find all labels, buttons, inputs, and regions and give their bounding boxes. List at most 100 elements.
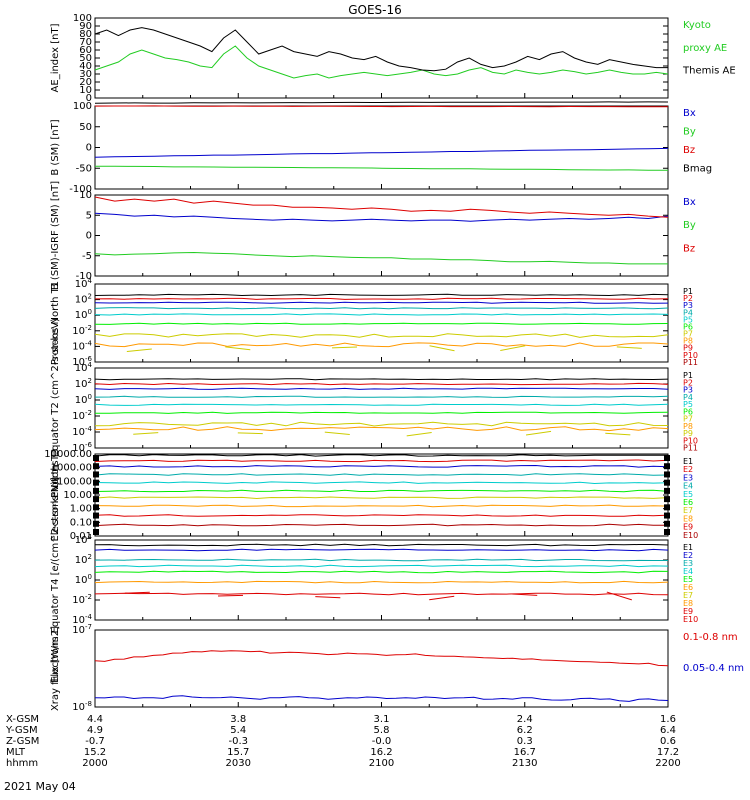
- y-tick-label: 102: [75, 553, 92, 566]
- edge-marker: [664, 479, 670, 486]
- series-segment: [406, 431, 432, 437]
- series-line: [94, 564, 669, 568]
- y-tick-label: 10-4: [72, 425, 92, 438]
- ephemeris-table: X-GSM 4.4 3.8 3.1 2.4 1.6 Y-GSM 4.9 5.4 5.8 6.2 6.4…: [5, 714, 681, 769]
- y-tick-label: 104: [75, 277, 93, 290]
- legend-label: Bx: [683, 197, 696, 208]
- series-line: [94, 378, 669, 381]
- legend-label: Bz: [683, 243, 695, 254]
- legend-label: E7: [683, 591, 693, 600]
- edge-marker: [664, 496, 670, 503]
- series-segment: [606, 591, 632, 601]
- series-line: [94, 514, 669, 517]
- legend-label: Bz: [683, 145, 695, 156]
- series-line: [94, 695, 669, 702]
- legend-label: E10: [683, 615, 698, 624]
- edge-marker: [93, 512, 99, 519]
- panel-7: Electrons Equator T4 [e/(cm^2-s-sr-keV)]…: [50, 477, 698, 683]
- y-axis-label: AE_index [nT]: [50, 23, 61, 92]
- ephemeris-value: 1.6: [660, 714, 676, 725]
- series-line: [94, 45, 669, 79]
- legend-label: P9: [683, 429, 693, 438]
- edge-marker: [93, 529, 99, 535]
- series-line: [94, 251, 668, 265]
- series-segment: [218, 594, 244, 597]
- series-line: [94, 382, 669, 386]
- y-tick-label: 100: [73, 101, 92, 112]
- y-tick-label: 10-6: [72, 355, 92, 368]
- series-segment: [315, 596, 341, 599]
- y-tick-label: 20: [79, 77, 92, 88]
- series-line: [94, 473, 669, 476]
- edge-marker: [664, 520, 670, 527]
- series-line: [95, 411, 669, 414]
- series-group: [94, 196, 669, 265]
- y-tick-label: 0: [86, 231, 92, 242]
- series-segment: [500, 345, 526, 351]
- legend-label: Bmag: [683, 163, 712, 174]
- y-axis-label: Electrons Equator T4 [e/(cm^2-s-sr-keV)]: [50, 477, 61, 683]
- ephemeris-value: 6.2: [517, 725, 533, 736]
- y-tick-label: 50: [79, 122, 92, 133]
- legend-label: E3: [683, 473, 693, 482]
- y-tick-label: 0.10: [70, 517, 92, 528]
- legend-label: P8: [683, 337, 693, 346]
- series-line: [94, 307, 669, 310]
- y-tick-label: 0: [86, 143, 92, 154]
- y-tick-label: 10-2: [72, 409, 92, 422]
- y-axis-label: Electrons North T3: [50, 448, 61, 541]
- ephemeris-value: 2.4: [517, 714, 533, 725]
- series-line: [94, 489, 669, 493]
- edge-marker: [93, 479, 99, 486]
- series-line: [94, 570, 669, 574]
- series-line: [94, 650, 669, 667]
- series-segment: [429, 345, 455, 352]
- y-tick-label: 10-6: [72, 441, 92, 454]
- series-group: [94, 293, 669, 353]
- legend-label: 0.1-0.8 nm: [683, 632, 738, 643]
- ephemeris-value: 3.1: [374, 714, 390, 725]
- series-line: [94, 464, 669, 468]
- y-axis-label: Protons North T1: [50, 281, 61, 365]
- edge-marker: [93, 504, 99, 511]
- legend-label: E6: [683, 583, 693, 592]
- y-tick-label: 100: [75, 573, 92, 586]
- legend-label: P7: [683, 415, 693, 424]
- legend-label: P1: [683, 287, 693, 296]
- y-tick-label: 1.00: [70, 504, 92, 515]
- series-line: [94, 101, 669, 104]
- series-segment: [133, 432, 159, 435]
- legend: Kyoto proxy AE Themis AE: [682, 20, 736, 77]
- ephemeris-value: 5.8: [374, 725, 390, 736]
- series-line: [94, 523, 668, 527]
- y-tick-label: 104: [75, 533, 93, 546]
- y-tick-label: 0: [86, 93, 92, 104]
- legend-label: E8: [683, 514, 693, 523]
- y-tick-label: 90: [79, 21, 92, 32]
- legend-label: E1: [683, 543, 693, 552]
- y-tick-label: 102: [75, 377, 92, 390]
- ephemeris-value: -0.3: [228, 736, 248, 747]
- ephemeris-value: 2030: [226, 758, 251, 769]
- legend-label: E5: [683, 575, 693, 584]
- y-tick-label: 10-4: [72, 613, 92, 626]
- y-tick-label: 0.01: [70, 531, 92, 542]
- edge-marker: [664, 529, 670, 535]
- edge-marker: [93, 455, 99, 461]
- ephemeris-value: 15.2: [84, 747, 106, 758]
- ephemeris-value: 2100: [369, 758, 394, 769]
- ephemeris-value: 2000: [82, 758, 107, 769]
- ephemeris-value: 0.6: [660, 736, 676, 747]
- legend-label: E10: [683, 531, 698, 540]
- legend-label: P6: [683, 407, 693, 416]
- y-tick-label: 100.00: [57, 476, 92, 487]
- series-line: [94, 165, 668, 171]
- series-line: [94, 558, 668, 562]
- ephemeris-row-label: hhmm: [6, 758, 38, 769]
- y-tick-label: 70: [79, 37, 92, 48]
- edge-marker: [664, 504, 670, 511]
